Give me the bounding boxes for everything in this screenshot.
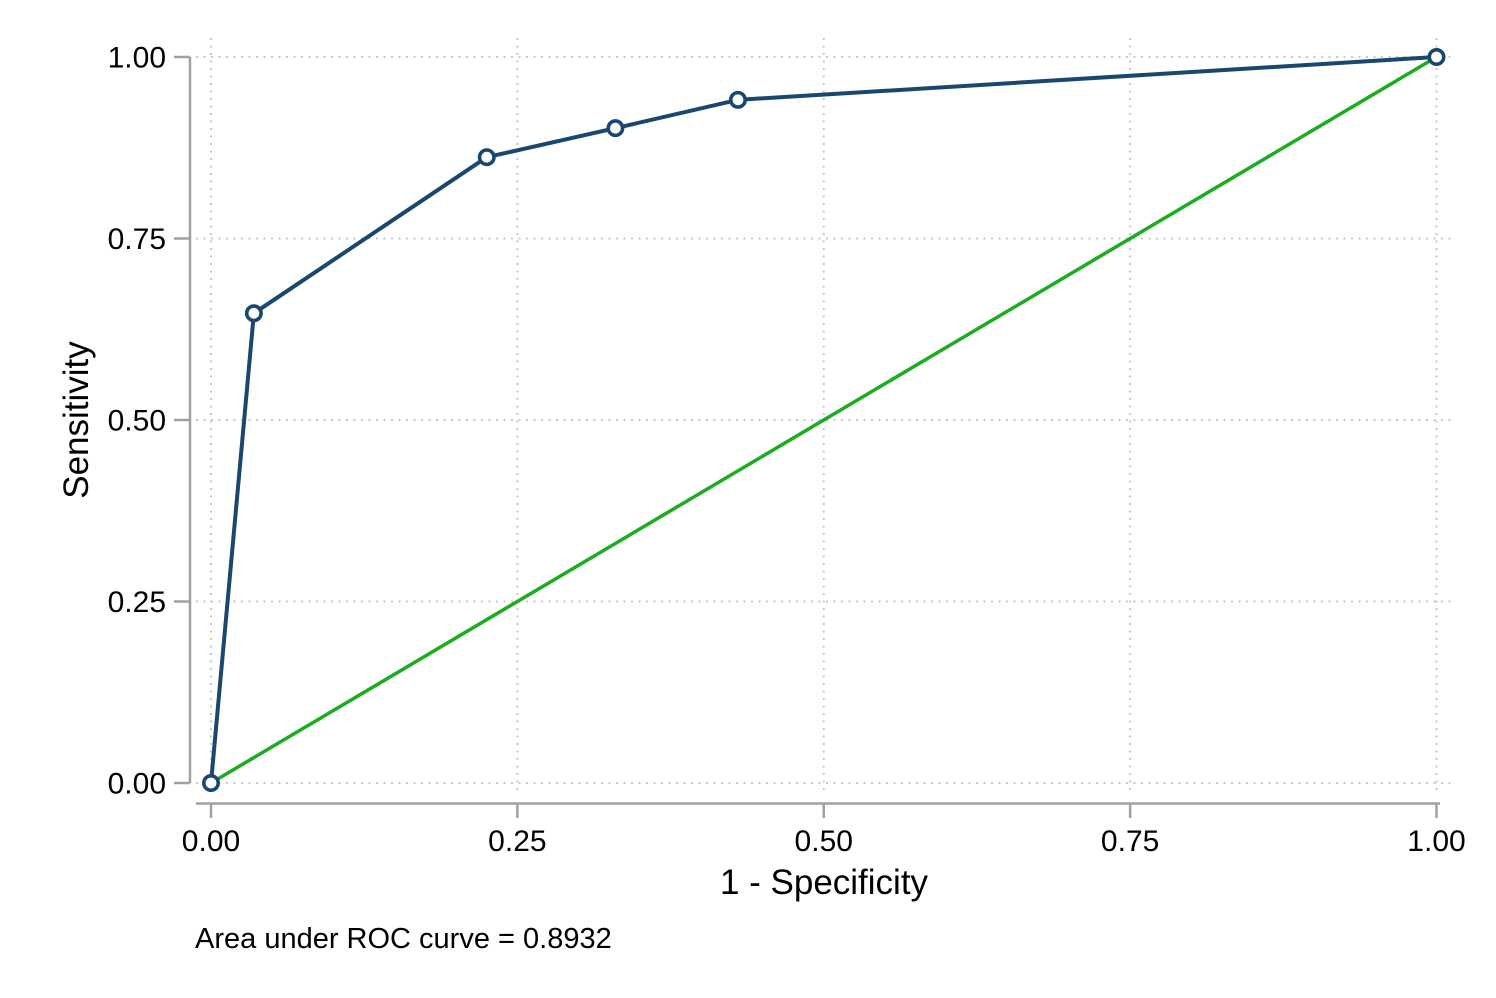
auc-note: Area under ROC curve = 0.8932 — [195, 923, 612, 955]
reference-line — [209, 55, 1439, 785]
data-point-marker — [728, 90, 747, 109]
y-tick-label: 0.00 — [108, 768, 166, 801]
x-tick-label: 0.25 — [488, 825, 546, 858]
data-point-marker — [606, 119, 625, 138]
y-tick-label: 0.50 — [108, 405, 166, 438]
x-tick-label: 0.50 — [795, 825, 853, 858]
y-tick-label: 0.25 — [108, 586, 166, 619]
data-point-marker — [244, 304, 263, 323]
roc-curve-line — [209, 55, 1439, 785]
series-layer — [202, 47, 1446, 792]
y-axis-title: Sensitivity — [57, 341, 96, 499]
x-tick-label: 0.75 — [1101, 825, 1159, 858]
y-tick-label: 1.00 — [108, 42, 166, 75]
y-tick-label: 0.75 — [108, 223, 166, 256]
x-axis-title: 1 - Specificity — [720, 863, 929, 902]
grid-layer — [196, 38, 1453, 792]
x-tick-label: 1.00 — [1407, 825, 1465, 858]
x-tick-label: 0.00 — [182, 825, 240, 858]
data-point-marker — [477, 148, 496, 167]
data-point-marker — [202, 773, 221, 792]
axis-layer — [174, 55, 1440, 818]
tick-label-layer: 0.00 0.25 0.50 0.75 1.00 0.00 0.25 0.50 0.75 1.00 — [108, 42, 1466, 859]
data-point-marker — [1427, 47, 1446, 66]
